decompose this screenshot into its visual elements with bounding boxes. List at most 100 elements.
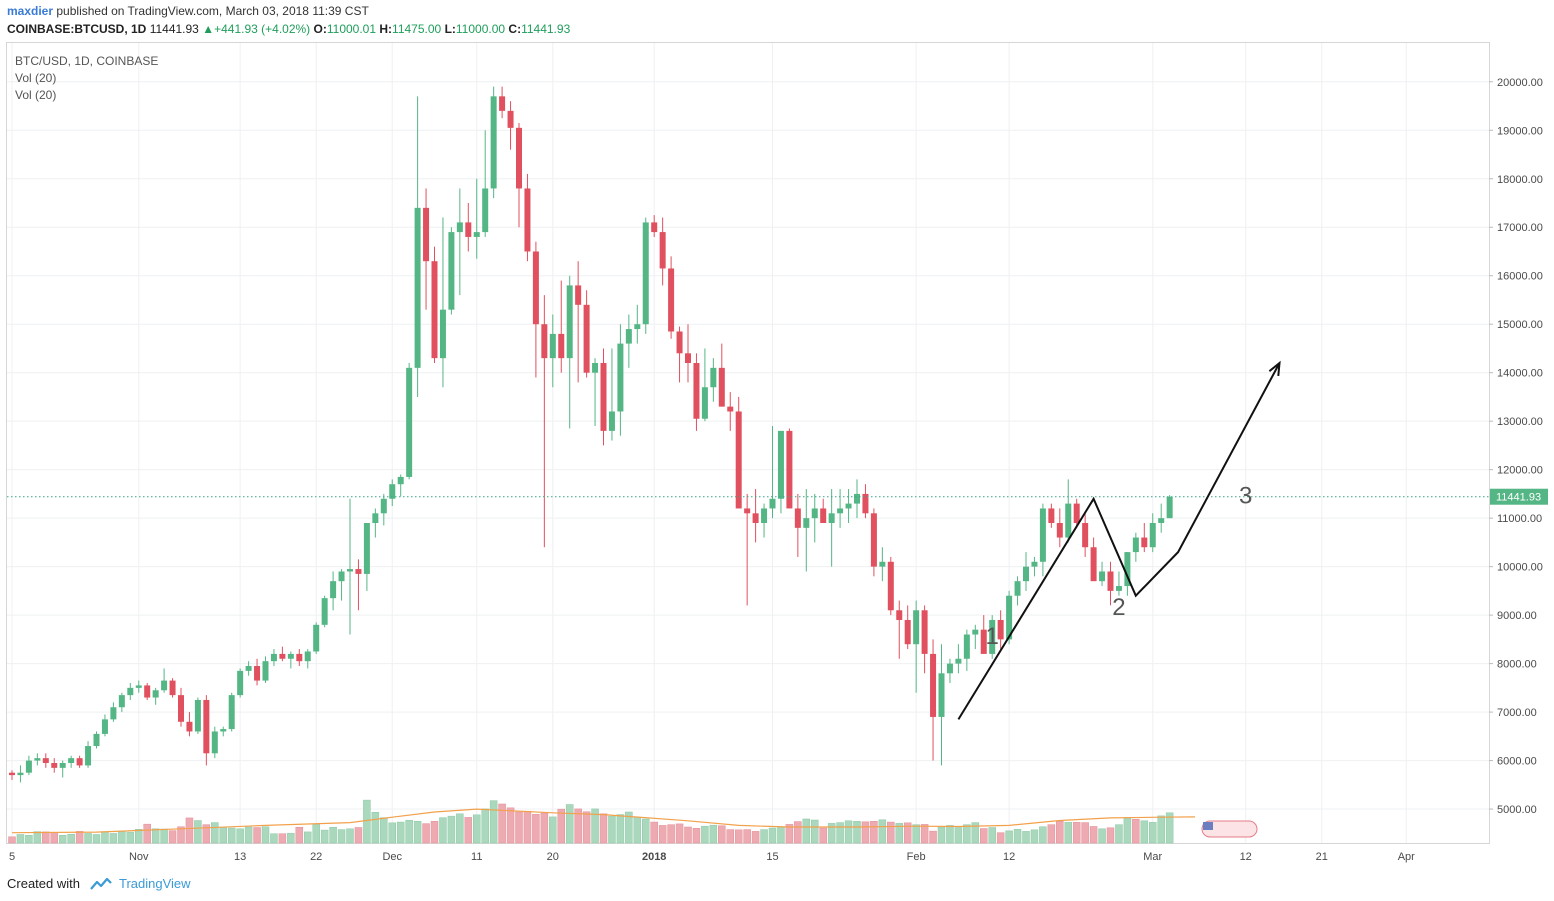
volume-bar [219, 826, 227, 844]
price-chart[interactable]: 5000.00 6000.00 7000.00 8000.00 9000.00 10000… [0, 0, 1554, 866]
candle-body [34, 758, 41, 761]
candle-body [85, 746, 92, 766]
up-arrow-icon: ▲ [202, 22, 215, 36]
price-tick-label: 10000.00 [1497, 562, 1543, 574]
candle [1115, 571, 1122, 596]
candle [566, 275, 573, 429]
candle-body [203, 699, 210, 754]
flag-badge-canton [1203, 822, 1213, 830]
candle [617, 324, 624, 436]
volume-bar [523, 810, 532, 844]
time-tick-label: Mar [1143, 851, 1162, 863]
candle-body [152, 690, 159, 698]
volume-bar [1106, 827, 1115, 844]
candle-body [887, 561, 894, 611]
candle-body [93, 733, 100, 747]
candle-body [930, 653, 937, 717]
candle [1073, 498, 1080, 528]
candle-body [431, 261, 438, 359]
volume-bar [760, 829, 768, 844]
volume-bar [870, 821, 878, 844]
price-tick-label: 16000.00 [1497, 271, 1543, 283]
candle [921, 605, 928, 674]
volume-bar [1089, 826, 1098, 844]
volume-bar [489, 800, 498, 844]
author-link[interactable]: maxdier [7, 4, 54, 18]
candle [372, 508, 379, 538]
volume-bar [650, 821, 658, 844]
candle [735, 396, 742, 509]
legend-main-series[interactable]: BTC/USD, 1D, COINBASE [15, 54, 159, 68]
candle-body [811, 508, 818, 519]
candle-body [904, 619, 911, 645]
volume-bar [143, 823, 151, 844]
candle [1099, 561, 1106, 587]
volume-bar [126, 831, 135, 844]
volume-bar [320, 829, 329, 844]
volume-bar [92, 834, 101, 844]
price-tick-label: 11000.00 [1497, 513, 1542, 525]
candle [1039, 503, 1046, 577]
candle-body [1099, 571, 1106, 582]
candle [270, 649, 277, 667]
candle-body [448, 232, 455, 310]
legend-volume-1[interactable]: Vol (20) [15, 71, 57, 85]
volume-bar [929, 830, 937, 844]
candle [110, 702, 117, 722]
volume-bar [642, 818, 650, 844]
candle-body [270, 653, 277, 662]
candle-body [279, 653, 286, 659]
candle [347, 498, 353, 635]
candle [1107, 561, 1114, 606]
volume-bar [1072, 822, 1081, 844]
volume-bar [785, 824, 794, 844]
price-tick-label: 9000.00 [1497, 610, 1537, 622]
candle-body [423, 207, 430, 262]
candle [194, 697, 201, 734]
candle-body [744, 508, 751, 514]
created-with: Created with TradingView [7, 876, 191, 891]
volume-bar [413, 821, 422, 844]
candle [718, 343, 725, 407]
candle [524, 173, 531, 262]
candle [17, 765, 24, 783]
candle-body [1166, 496, 1173, 519]
candle-body [1158, 518, 1165, 523]
volume-bar [185, 817, 194, 844]
candle-body [414, 207, 421, 368]
volume-bar [227, 827, 236, 844]
candle-body [313, 624, 320, 652]
chart-legend: BTC/USD, 1D, COINBASE Vol (20) Vol (20) [15, 53, 158, 104]
candle-body [727, 406, 734, 412]
candle-body [803, 518, 810, 528]
candle-body [1073, 503, 1080, 523]
volume-bar [557, 808, 565, 844]
candle [34, 753, 41, 766]
wave-label: 3 [1239, 483, 1252, 510]
candle [363, 523, 370, 591]
time-tick-label: 21 [1316, 851, 1328, 863]
candle-body [406, 367, 413, 477]
candle-body [820, 508, 827, 523]
volume-bar [658, 825, 667, 844]
volume-bar [287, 832, 295, 844]
volume-bar [456, 813, 464, 844]
candle [516, 123, 522, 228]
candle [254, 658, 261, 686]
candle-body [558, 333, 565, 359]
candle-body [237, 670, 244, 696]
candle-body [1124, 552, 1131, 587]
legend-volume-2[interactable]: Vol (20) [15, 88, 57, 102]
candle [161, 668, 168, 693]
candle-body [735, 411, 742, 509]
volume-bar [422, 823, 430, 844]
candle-body [456, 222, 463, 233]
volume-bar [295, 826, 304, 844]
tradingview-link[interactable]: TradingView [119, 876, 191, 891]
volume-moving-average [11, 808, 1196, 834]
candle-body [254, 666, 261, 681]
candle-body [135, 685, 142, 688]
candle [1014, 576, 1021, 606]
candle-body [397, 476, 404, 485]
candle-body [380, 498, 387, 514]
